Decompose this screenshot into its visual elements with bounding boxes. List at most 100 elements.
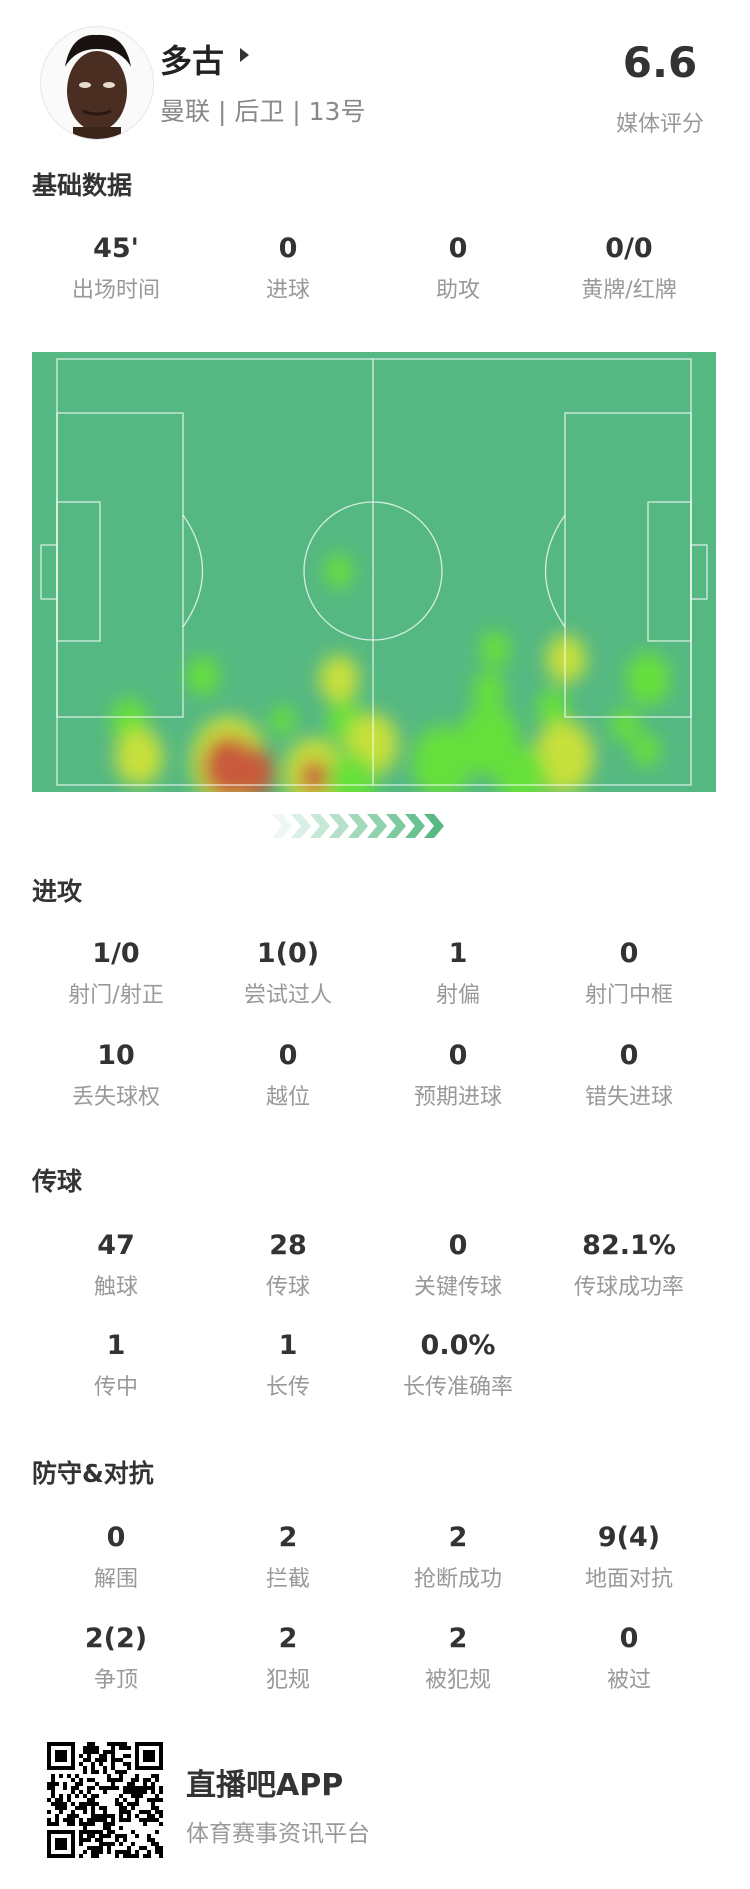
stat-label: 错失进球	[584, 1085, 673, 1110]
heat-blob	[480, 631, 510, 667]
section-title-attack: 进攻	[32, 877, 83, 906]
player-info: 曼联 | 后卫 | 13号	[160, 97, 366, 126]
stat-value: 0.0%	[420, 1330, 496, 1361]
stat-label: 尝试过人	[243, 983, 332, 1008]
stat-passing-1: 28 传球	[203, 1229, 373, 1301]
stat-label: 助攻	[435, 278, 480, 303]
stat-value: 0	[278, 1040, 298, 1071]
stat-label: 越位	[265, 1085, 310, 1110]
pitch-lines	[40, 358, 708, 786]
heat-blob	[319, 655, 359, 703]
chevron-right-icon	[329, 814, 349, 838]
stat-defense-1: 2 拦截	[203, 1521, 373, 1593]
heat-blob	[412, 726, 472, 792]
stat-passing-4: 1 传中	[31, 1329, 201, 1401]
stat-value: 0	[619, 1040, 639, 1071]
heatmap-pitch	[32, 352, 716, 792]
stat-value: 2	[278, 1522, 298, 1553]
stat-label: 长传准确率	[402, 1375, 513, 1400]
stat-value: 1	[448, 938, 468, 969]
stat-attack-4: 10 丢失球权	[31, 1039, 201, 1111]
stat-label: 射偏	[435, 983, 480, 1008]
stat-label: 射门中框	[584, 983, 673, 1008]
player-avatar[interactable]	[40, 26, 154, 140]
stat-basic-1: 0 进球	[203, 232, 373, 304]
heat-blobs	[111, 554, 670, 792]
stat-value: 0	[448, 1230, 468, 1261]
heat-blob	[632, 733, 660, 767]
chevron-right-icon	[424, 814, 444, 838]
stat-attack-6: 0 预期进球	[373, 1039, 543, 1111]
stat-label: 地面对抗	[584, 1567, 673, 1592]
stat-label: 被过	[606, 1668, 651, 1693]
heat-blob	[537, 688, 569, 728]
app-tagline: 体育赛事资讯平台	[186, 1821, 370, 1847]
qr-code[interactable]	[47, 1742, 163, 1858]
stat-basic-3: 0/0 黄牌/红牌	[544, 232, 714, 304]
heat-blob	[497, 747, 547, 792]
chevron-right-icon	[367, 814, 387, 838]
stat-basic-2: 0 助攻	[373, 232, 543, 304]
stat-value: 0/0	[605, 233, 653, 264]
stat-defense-2: 2 抢断成功	[373, 1521, 543, 1593]
stat-value: 0	[448, 1040, 468, 1071]
stat-label: 长传	[265, 1375, 310, 1400]
heat-blob	[546, 635, 586, 683]
stat-label: 解围	[93, 1567, 138, 1592]
section-title-defense: 防守&对抗	[32, 1459, 154, 1488]
stat-value: 0	[619, 938, 639, 969]
heat-blob	[534, 721, 594, 792]
stat-passing-6: 0.0% 长传准确率	[373, 1329, 543, 1401]
stat-value: 47	[97, 1230, 135, 1261]
stat-attack-5: 0 越位	[203, 1039, 373, 1111]
stat-value: 10	[97, 1040, 135, 1071]
heat-blob	[115, 728, 163, 786]
stat-value: 0	[278, 233, 298, 264]
caret-right-icon[interactable]	[240, 48, 249, 62]
stat-value: 82.1%	[582, 1230, 676, 1261]
media-rating-label: 媒体评分	[615, 112, 704, 137]
stat-value: 2	[278, 1623, 298, 1654]
stat-defense-5: 2 犯规	[203, 1622, 373, 1694]
media-rating: 6.6	[622, 38, 698, 87]
stat-passing-0: 47 触球	[31, 1229, 201, 1301]
stat-value: 0	[106, 1522, 126, 1553]
stat-passing-3: 82.1% 传球成功率	[544, 1229, 714, 1301]
heat-blob	[300, 760, 328, 792]
stat-label: 争顶	[93, 1668, 138, 1693]
player-name[interactable]: 多古	[160, 42, 225, 80]
stat-label: 黄牌/红牌	[581, 278, 677, 303]
stat-label: 触球	[93, 1275, 138, 1300]
stat-passing-5: 1 长传	[203, 1329, 373, 1401]
stat-label: 被犯规	[424, 1668, 491, 1693]
stat-value: 9(4)	[597, 1522, 661, 1553]
app-name: 直播吧APP	[186, 1768, 344, 1803]
stat-label: 关键传球	[413, 1275, 502, 1300]
stat-value: 0	[448, 233, 468, 264]
chevron-right-icon	[405, 814, 425, 838]
stat-label: 犯规	[265, 1668, 310, 1693]
stat-value: 45'	[93, 233, 139, 264]
stat-value: 28	[269, 1230, 307, 1261]
section-title-passing: 传球	[32, 1167, 83, 1196]
heatmap	[40, 358, 708, 792]
stat-value: 2	[448, 1522, 468, 1553]
stat-defense-3: 9(4) 地面对抗	[544, 1521, 714, 1593]
stat-value: 0	[619, 1623, 639, 1654]
chevron-right-icon	[386, 814, 406, 838]
stat-label: 丢失球权	[71, 1085, 160, 1110]
stat-defense-7: 0 被过	[544, 1622, 714, 1694]
heat-blob	[473, 670, 505, 710]
stat-label: 传中	[93, 1375, 138, 1400]
heat-blob	[271, 705, 295, 735]
stat-label: 预期进球	[413, 1085, 502, 1110]
attack-direction-arrows	[272, 814, 444, 838]
stat-label: 拦截	[265, 1567, 310, 1592]
stat-value: 1(0)	[256, 938, 320, 969]
chevron-right-icon	[348, 814, 368, 838]
heat-blob	[187, 656, 219, 696]
stat-label: 出场时间	[71, 278, 160, 303]
player-photo	[65, 34, 131, 139]
stat-value: 2	[448, 1623, 468, 1654]
stat-label: 传球成功率	[573, 1275, 684, 1300]
